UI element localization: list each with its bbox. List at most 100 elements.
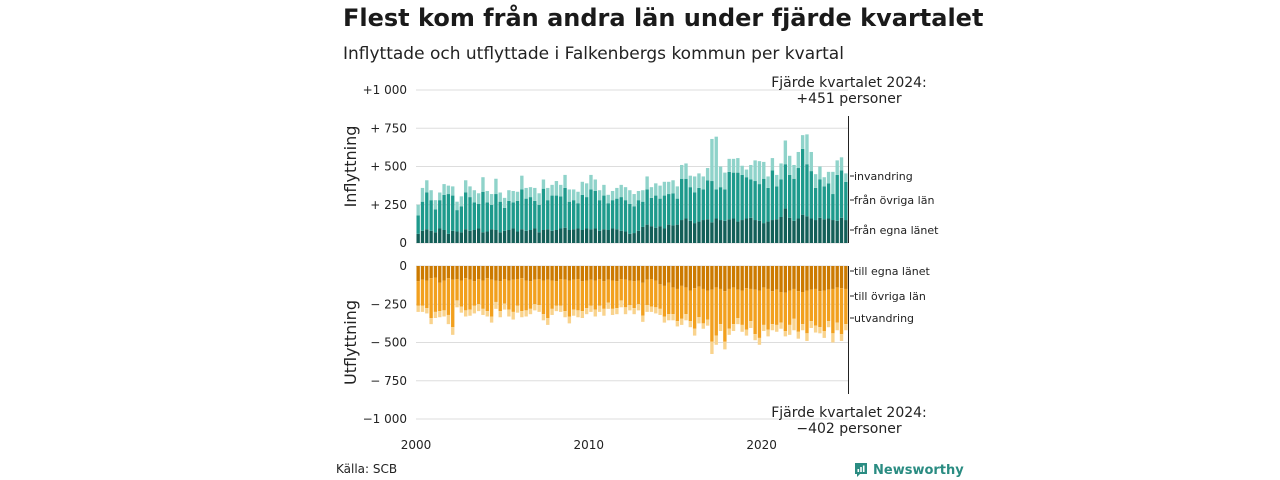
bar-in-1 [481, 191, 485, 233]
bar-out-0 [788, 266, 792, 291]
bar-out-1 [770, 291, 775, 325]
bar-out-1 [606, 279, 610, 303]
bar-in-1 [524, 198, 528, 231]
bar-out-1 [831, 288, 835, 334]
bar-in-1 [619, 197, 623, 231]
bar-in-2 [425, 180, 429, 193]
bar-out-2 [680, 318, 684, 325]
bar-in-0 [658, 226, 662, 243]
bar-out-2 [766, 329, 770, 337]
bar-out-2 [468, 309, 472, 316]
bar-out-1 [796, 291, 801, 332]
bar-in-1 [602, 195, 606, 230]
bar-out-1 [727, 288, 731, 329]
bar-out-2 [502, 303, 507, 310]
bar-out-0 [770, 266, 775, 292]
bar-out-2 [481, 308, 485, 315]
bar-in-2 [602, 184, 606, 196]
bar-out-2 [446, 314, 451, 325]
bar-out-1 [783, 292, 788, 332]
bar-in-1 [451, 195, 455, 231]
bar-out-0 [813, 266, 818, 289]
bar-in-1 [675, 198, 680, 225]
bar-in-0 [753, 220, 757, 243]
bar-in-1 [684, 178, 688, 219]
bar-in-0 [654, 227, 658, 243]
bar-in-2 [606, 194, 610, 204]
bar-out-2 [563, 311, 567, 318]
bar-in-0 [481, 232, 485, 243]
bar-in-1 [649, 197, 654, 227]
bar-out-1 [528, 281, 533, 309]
bar-in-1 [593, 190, 597, 229]
bar-out-2 [649, 306, 654, 312]
bar-out-2 [710, 341, 714, 354]
bar-in-2 [472, 190, 477, 203]
bar-in-2 [692, 176, 697, 193]
bar-in-0 [615, 229, 619, 243]
bar-in-0 [546, 229, 550, 243]
bar-in-0 [641, 226, 645, 243]
bar-out-0 [628, 266, 632, 281]
bar-in-1 [455, 210, 459, 232]
bar-in-1 [662, 195, 667, 229]
bar-in-0 [498, 232, 502, 243]
bar-in-0 [468, 230, 472, 243]
bar-out-1 [844, 288, 848, 325]
bar-in-1 [818, 179, 822, 218]
bar-out-2 [813, 325, 818, 333]
bar-in-1 [796, 168, 801, 219]
bar-in-2 [494, 178, 498, 195]
bar-out-2 [632, 308, 636, 315]
bar-in-0 [766, 221, 770, 243]
bar-out-2 [723, 341, 727, 350]
bar-in-1 [831, 194, 835, 221]
bar-out-0 [796, 266, 801, 292]
bar-in-1 [554, 195, 559, 230]
bar-out-1 [615, 281, 619, 309]
bar-out-2 [749, 321, 753, 328]
bar-in-0 [636, 230, 641, 243]
bar-out-2 [623, 307, 628, 315]
bar-out-2 [671, 314, 675, 321]
bar-in-2 [839, 157, 844, 171]
y-tick-label: + 750 [370, 121, 407, 135]
bar-out-1 [701, 288, 705, 324]
bar-in-1 [533, 200, 537, 229]
bar-in-2 [844, 173, 848, 182]
series-label: utvandring [854, 312, 914, 325]
bar-out-0 [567, 266, 572, 281]
bar-out-0 [680, 266, 684, 286]
bar-out-0 [476, 266, 481, 279]
bar-out-1 [705, 290, 710, 320]
bar-out-0 [749, 266, 753, 289]
panel-in: 0 + 250 + 500 + 750 +1 000 Inflyttning Fjärde … [341, 75, 939, 250]
bar-out-1 [524, 280, 528, 311]
bar-out-0 [632, 266, 636, 282]
bar-out-2 [476, 304, 481, 312]
bar-out-2 [822, 331, 826, 338]
bar-in-0 [597, 230, 602, 243]
bar-out-2 [826, 321, 831, 328]
bar-in-0 [649, 226, 654, 243]
bar-out-0 [438, 266, 442, 283]
bar-out-1 [515, 279, 520, 306]
chart-subtitle: Inflyttade och utflyttade i Falkenbergs … [343, 44, 844, 64]
bar-in-0 [813, 220, 818, 243]
bar-out-0 [731, 266, 736, 288]
bar-out-2 [546, 318, 550, 325]
bar-in-1 [628, 203, 632, 234]
bar-out-1 [520, 278, 524, 312]
bar-out-2 [537, 305, 541, 312]
bar-out-0 [762, 266, 766, 288]
bar-in-0 [770, 220, 775, 243]
bar-in-0 [645, 224, 649, 243]
bar-in-2 [468, 186, 472, 198]
bar-out-0 [524, 266, 528, 281]
bar-in-2 [438, 192, 442, 201]
bar-in-2 [498, 192, 502, 202]
bar-in-0 [584, 228, 589, 243]
bar-out-1 [762, 287, 766, 325]
bar-out-2 [701, 323, 705, 329]
